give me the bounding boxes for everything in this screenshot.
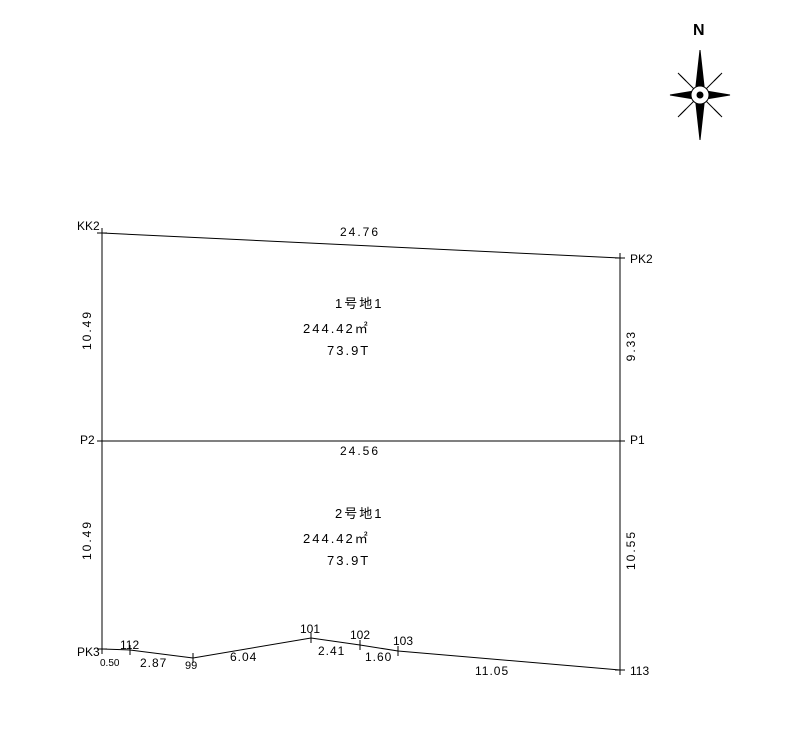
point-kk2: KK2	[77, 219, 100, 233]
plot2-tsubo: 73.9T	[327, 553, 370, 568]
plot1-tsubo: 73.9T	[327, 343, 370, 358]
compass-rose	[670, 50, 730, 140]
dim-right-lower: 10.55	[624, 530, 638, 570]
survey-diagram	[0, 0, 800, 743]
point-113: 113	[630, 664, 649, 678]
point-pk2: PK2	[630, 252, 653, 266]
dim-pk3-112: 0.50	[100, 658, 119, 669]
dim-99-101: 6.04	[230, 650, 257, 664]
compass-n-label: N	[693, 22, 705, 40]
point-p2: P2	[80, 433, 95, 447]
plot2-title: 2号地1	[335, 503, 383, 522]
point-103: 103	[393, 634, 413, 648]
dim-mid: 24.56	[340, 444, 380, 458]
dim-right-upper: 9.33	[624, 330, 638, 361]
dim-112-99: 2.87	[140, 656, 167, 670]
point-99: 99	[185, 660, 197, 672]
dim-102-103: 1.60	[365, 650, 392, 664]
dim-top: 24.76	[340, 225, 380, 239]
point-112: 112	[120, 638, 139, 652]
plot2-area: 244.42㎡	[303, 528, 370, 547]
plot1-area: 244.42㎡	[303, 318, 370, 337]
point-102: 102	[350, 628, 370, 642]
dim-left-upper: 10.49	[80, 310, 94, 350]
point-101: 101	[300, 622, 320, 636]
point-p1: P1	[630, 433, 645, 447]
dim-left-lower: 10.49	[80, 520, 94, 560]
dim-103-113: 11.05	[475, 664, 509, 678]
plot1-title: 1号地1	[335, 293, 383, 312]
dim-101-102: 2.41	[318, 644, 345, 658]
point-pk3: PK3	[77, 645, 100, 659]
